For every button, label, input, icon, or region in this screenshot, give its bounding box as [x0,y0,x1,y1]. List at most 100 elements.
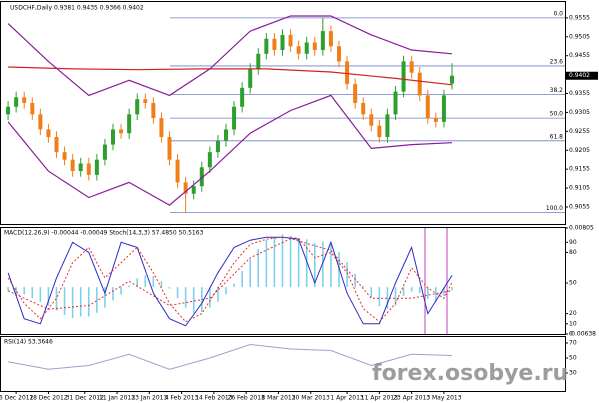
macd-bar [443,287,445,296]
candle-body [320,31,325,51]
macd-bar [87,287,90,317]
y-tick-label: 0.9355 [569,90,590,97]
macd-bar [410,287,413,292]
y-tick-label: 0.9555 [569,14,590,21]
macd-bar [257,248,260,288]
overlay-line [8,66,453,86]
y-tick-label: 0.9205 [569,147,590,154]
candle-body [135,99,140,115]
candle-body [272,38,277,51]
macd-bar [402,287,405,296]
macd-bar [209,287,211,308]
candle-body [450,75,454,84]
macd-bar [71,287,74,318]
macd-bar [273,237,276,288]
macd-bar [128,285,130,288]
candle-body [14,97,19,107]
y-tick-label: -0.00638 [569,331,596,338]
candle-body [224,129,228,141]
candle-body [296,46,301,54]
y-tick-label: 0.9155 [569,166,590,173]
macd-bar [281,234,284,288]
macd-bar [418,287,421,294]
x-tick-label: 3 May 2013 [426,395,461,402]
candle-body [119,129,124,134]
candle-body [401,61,406,92]
macd-bar [47,287,50,306]
macd-bar [112,287,114,301]
candle-body [248,68,253,88]
macd-bar [144,275,147,288]
y-tick-label: 0.9255 [569,128,590,135]
signal-line [7,238,453,310]
macd-bar [79,287,82,317]
macd-bar [354,273,356,288]
candle-body [70,159,75,172]
candle-body [425,95,430,119]
overlay-line [7,15,453,97]
candle-body [280,34,285,51]
candle-body [441,95,446,122]
macd-bar [370,287,373,298]
macd-bar [136,278,139,288]
watermark: forex.osobye.ru [372,361,568,386]
candle-body [22,97,27,103]
candle-body [175,159,180,183]
macd-bar [225,287,227,295]
y-tick-label: 90 [569,239,577,246]
fibo-label: 61.8 [550,133,564,140]
y-tick-label: 10 [569,320,577,327]
candle-body [159,118,164,138]
macd-bar [394,287,397,306]
candle-body [207,152,212,168]
oscillator-panel [0,227,566,335]
candle-body [232,106,237,130]
x-tick-label: 11 Jan 2013 [99,395,135,402]
macd-bar [120,287,122,295]
candle-body [191,186,196,194]
signal-line [7,236,453,323]
rsi-line [8,343,453,370]
y-tick-label: 70 [569,340,577,347]
y-tick-label: 0.9455 [569,52,590,59]
macd-bar [297,238,300,288]
y-tick-label: 0.9055 [569,203,590,210]
x-tick-label: 31 Dec 2012 [66,395,105,402]
main-panel [0,1,566,225]
candle-body [433,118,438,122]
macd-bar [435,287,437,302]
x-tick-label: 11 Apr 2013 [361,395,398,402]
candle-body [328,31,333,47]
macd-bar [249,259,252,288]
x-tick-label: 8 Mar 2013 [261,395,295,402]
macd-bar [426,287,429,299]
x-tick-label: 6 Dec 2012 [0,395,34,402]
x-tick-label: 23 Apr 2013 [393,395,430,402]
candle-body [369,114,374,126]
rsi-panel [0,336,566,392]
candle-body [264,38,269,54]
candle-body [337,46,341,62]
candle-body [167,137,172,160]
x-tick-label: 1 Apr 2013 [330,395,363,402]
candle-body [6,106,11,115]
macd-bar [39,287,42,302]
candle-body [111,129,115,145]
macd-bar [104,287,106,308]
macd-bar [160,281,163,288]
candle-body [46,129,51,138]
candle-body [417,72,422,96]
candle-body [54,137,59,153]
candle-body [345,61,350,85]
y-tick-label: 0.00805 [569,225,594,232]
y-tick-label: 50 [569,280,577,287]
candle-body [377,125,382,138]
candle-body [30,102,35,115]
y-tick-label: 0.9305 [569,109,590,116]
macd-bar [217,287,219,302]
current-price-box [566,71,598,80]
candle-body [94,159,99,175]
y-tick-label: 30 [569,370,577,377]
y-tick-label: 0.9505 [569,33,590,40]
